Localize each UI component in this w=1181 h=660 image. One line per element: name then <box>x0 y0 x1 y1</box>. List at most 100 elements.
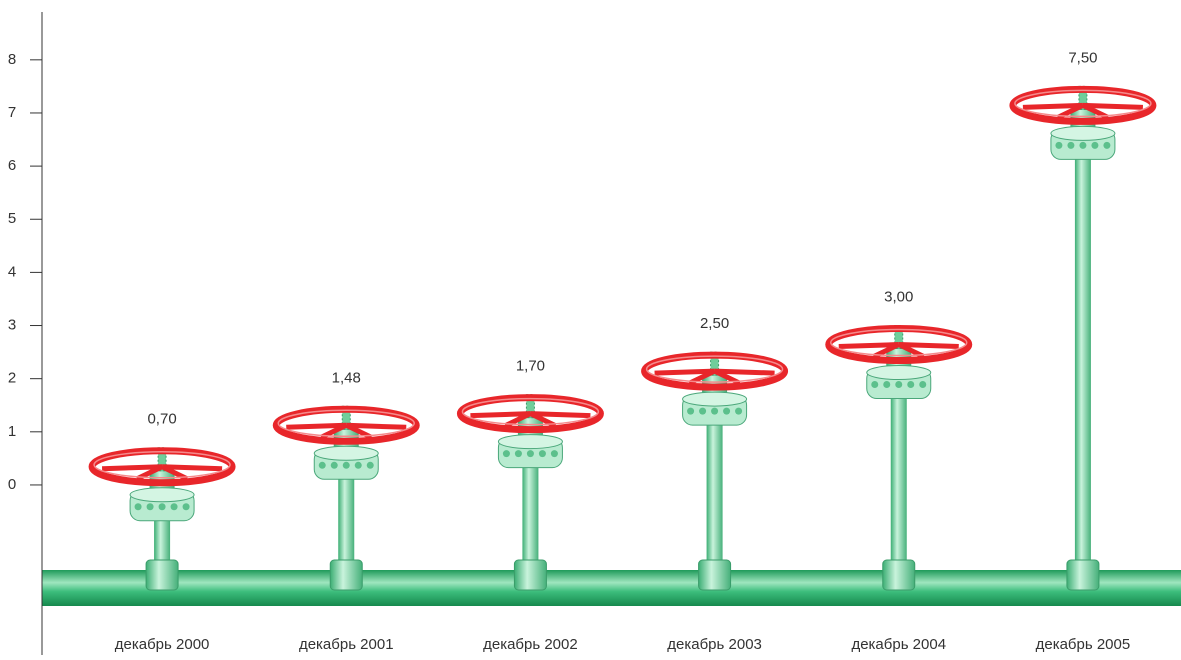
valve <box>1009 85 1157 591</box>
value-label: 0,70 <box>147 411 176 428</box>
flange-top <box>866 365 932 381</box>
bolt <box>1091 141 1099 149</box>
bolt <box>318 461 326 469</box>
y-tick-label: 5 <box>8 210 16 227</box>
pipe-coupling <box>513 559 547 591</box>
pipe-coupling <box>329 559 363 591</box>
valve <box>456 394 604 591</box>
wheel <box>825 325 973 365</box>
spoke <box>102 464 163 472</box>
bolt <box>146 503 154 511</box>
bolt <box>723 407 731 415</box>
spoke <box>898 342 959 350</box>
bolt <box>342 461 350 469</box>
bolt <box>735 407 743 415</box>
spoke <box>346 422 407 430</box>
bolt <box>538 450 546 458</box>
bolt <box>919 381 927 389</box>
bolt <box>1067 141 1075 149</box>
bolt <box>170 503 178 511</box>
value-label: 2,50 <box>700 315 729 332</box>
valve <box>272 405 420 591</box>
wheel <box>88 447 236 487</box>
bolt <box>550 450 558 458</box>
stem-pipe <box>522 453 539 578</box>
spoke <box>1082 102 1143 110</box>
value-label: 1,70 <box>516 358 545 375</box>
stem-pipe <box>338 465 355 578</box>
flange-top <box>313 445 379 461</box>
y-tick-label: 8 <box>8 51 16 68</box>
x-tick-label: декабрь 2004 <box>851 636 946 653</box>
spoke <box>714 368 775 376</box>
bolt <box>687 407 695 415</box>
wheel-highlight <box>93 451 231 479</box>
wheel-highlight <box>1014 89 1152 118</box>
spoke <box>654 368 715 376</box>
wheel-highlight <box>461 397 600 426</box>
bolt <box>514 450 522 458</box>
spoke <box>286 422 347 430</box>
flange-top <box>682 391 748 407</box>
bolt <box>699 407 707 415</box>
stem-pipe <box>890 384 907 578</box>
bolt <box>354 461 362 469</box>
bolt <box>526 450 534 458</box>
bolt <box>895 381 903 389</box>
x-tick-label: декабрь 2000 <box>115 636 210 653</box>
spoke <box>530 411 591 419</box>
value-label: 7,50 <box>1068 49 1097 66</box>
x-tick-label: декабрь 2005 <box>1036 636 1131 653</box>
bolt <box>883 381 891 389</box>
y-tick-label: 6 <box>8 157 16 174</box>
bolt <box>1055 141 1063 149</box>
wheel-highlight <box>645 355 784 383</box>
bolt <box>366 461 374 469</box>
spoke <box>1022 102 1083 110</box>
x-tick-label: декабрь 2003 <box>667 636 762 653</box>
y-tick-label: 0 <box>8 476 16 493</box>
value-label: 1,48 <box>332 369 361 386</box>
spoke <box>838 342 899 350</box>
y-tick-label: 7 <box>8 104 16 121</box>
y-tick-label: 2 <box>8 370 16 387</box>
pipe-coupling <box>698 559 732 591</box>
bolt <box>1079 141 1087 149</box>
valve <box>88 447 236 591</box>
spoke <box>470 411 531 419</box>
pipe-coupling <box>882 559 916 591</box>
bolt <box>134 503 142 511</box>
bolt <box>502 450 510 458</box>
flange-top <box>1050 125 1116 141</box>
bolt <box>711 407 719 415</box>
value-label: 3,00 <box>884 288 913 305</box>
valve <box>825 325 973 591</box>
y-tick-label: 3 <box>8 316 16 333</box>
bolt <box>871 381 879 389</box>
stem-pipe <box>706 411 723 578</box>
bolt <box>907 381 915 389</box>
pipe-coupling <box>145 559 179 591</box>
bolt <box>182 503 190 511</box>
x-tick-label: декабрь 2002 <box>483 636 578 653</box>
spoke <box>162 464 223 472</box>
wheel <box>641 351 789 391</box>
wheel <box>272 405 420 445</box>
flange-top <box>497 434 563 450</box>
main-pipe <box>42 570 1181 606</box>
wheel <box>1009 85 1157 125</box>
wheel-highlight <box>277 409 415 438</box>
wheel <box>456 394 604 434</box>
bolt <box>330 461 338 469</box>
y-tick-label: 1 <box>8 423 16 440</box>
x-tick-label: декабрь 2001 <box>299 636 394 653</box>
y-tick-label: 4 <box>8 263 16 280</box>
bolt <box>158 503 166 511</box>
pipe-coupling <box>1066 559 1100 591</box>
flange-top <box>129 487 195 503</box>
wheel-highlight <box>830 328 968 357</box>
valve <box>641 351 789 591</box>
stem-pipe <box>1074 145 1091 578</box>
bolt <box>1103 141 1111 149</box>
